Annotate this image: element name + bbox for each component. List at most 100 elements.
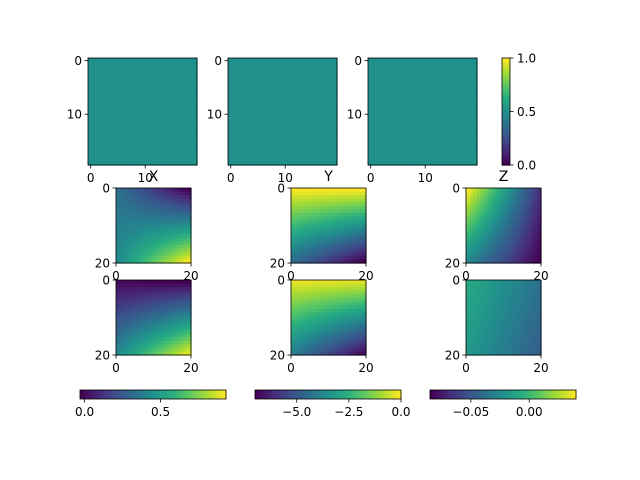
heatmap-cell: [355, 216, 360, 221]
heatmap-cell: [351, 255, 356, 261]
heatmap-cell: [466, 283, 471, 288]
heatmap-cell: [516, 301, 521, 306]
heatmap-cell: [480, 326, 485, 331]
heatmap-cell: [451, 98, 457, 105]
heatmap-cell: [326, 294, 331, 299]
heatmap-cell: [264, 144, 271, 151]
heatmap-cell: [253, 134, 260, 141]
heatmap-cell: [144, 330, 149, 335]
heatmap-cell: [285, 129, 291, 136]
colorbar-segment: [537, 390, 541, 399]
heatmap-cell: [435, 83, 442, 90]
heatmap-cell: [480, 312, 485, 317]
heatmap-cell: [312, 340, 317, 345]
heatmap-cell: [173, 322, 178, 328]
heatmap-cell: [108, 144, 115, 151]
heatmap-cell: [137, 301, 142, 306]
heatmap-cell: [516, 315, 521, 320]
heatmap-cell: [116, 344, 121, 349]
heatmap-cell: [124, 88, 131, 95]
heatmap-cell: [505, 245, 510, 250]
heatmap-cell: [337, 195, 342, 200]
heatmap-cell: [187, 340, 192, 345]
heatmap-cell: [126, 290, 131, 295]
heatmap-cell: [388, 63, 395, 69]
heatmap-cell: [512, 333, 517, 338]
heatmap-cell: [133, 308, 139, 313]
heatmap-cell: [173, 301, 178, 306]
heatmap-cell: [295, 68, 302, 74]
heatmap-cell: [108, 129, 115, 136]
heatmap-cell: [476, 255, 481, 261]
heatmap-cell: [264, 108, 271, 115]
heatmap-cell: [530, 344, 535, 349]
colorbar-segment: [271, 390, 274, 399]
heatmap-cell: [393, 114, 400, 120]
heatmap-cell: [139, 144, 146, 151]
heatmap-cell: [137, 330, 142, 335]
heatmap-cell: [498, 220, 503, 225]
heatmap-cell: [323, 337, 328, 342]
heatmap-cell: [186, 108, 193, 115]
heatmap-cell: [180, 259, 185, 264]
heatmap-cell: [487, 287, 492, 292]
heatmap-cell: [169, 326, 174, 331]
heatmap-cell: [187, 312, 192, 317]
heatmap-cell: [461, 78, 468, 85]
heatmap-cell: [290, 73, 297, 79]
heatmap-cell: [388, 124, 395, 130]
heatmap-cell: [308, 227, 314, 232]
heatmap-cell: [171, 78, 177, 85]
heatmap-cell: [344, 347, 349, 353]
heatmap-cell: [137, 220, 142, 225]
heatmap-cell: [321, 124, 328, 130]
heatmap-cell: [501, 198, 506, 203]
heatmap-cell: [326, 308, 331, 313]
heatmap-cell: [173, 220, 178, 225]
heatmap-cell: [435, 88, 442, 95]
heatmap-cell: [294, 333, 299, 338]
heatmap-cell: [144, 340, 149, 345]
heatmap-cell: [290, 154, 297, 161]
heatmap-cell: [305, 308, 310, 313]
heatmap-cell: [151, 230, 156, 236]
heatmap-cell: [326, 216, 331, 221]
heatmap-cell: [501, 322, 506, 328]
heatmap-cell: [409, 134, 416, 141]
heatmap-cell: [119, 294, 124, 299]
heatmap-cell: [319, 255, 324, 261]
heatmap-cell: [330, 294, 335, 299]
heatmap-cell: [145, 68, 151, 74]
heatmap-cell: [445, 144, 452, 151]
colorbar-segment: [559, 390, 562, 399]
heatmap-cell: [341, 191, 346, 196]
heatmap-cell: [181, 108, 188, 115]
heatmap-cell: [480, 322, 485, 328]
heatmap-cell: [348, 351, 353, 356]
heatmap-cell: [333, 347, 339, 353]
heatmap-cell: [362, 344, 367, 349]
heatmap-cell: [494, 209, 499, 214]
heatmap-cell: [512, 280, 517, 285]
heatmap-cell: [491, 319, 496, 324]
heatmap-cell: [425, 124, 431, 130]
heatmap-cell: [498, 245, 503, 250]
heatmap-cell: [301, 198, 306, 203]
heatmap-cell: [326, 340, 331, 345]
heatmap-cell: [358, 315, 364, 320]
heatmap-cell: [295, 83, 302, 90]
heatmap-cell: [480, 297, 485, 303]
heatmap-cell: [305, 98, 312, 105]
heatmap-cell: [483, 315, 489, 320]
heatmap-cell: [505, 347, 510, 353]
heatmap-cell: [362, 188, 367, 193]
heatmap-cell: [494, 234, 499, 239]
heatmap-cell: [141, 209, 146, 214]
heatmap-cell: [123, 223, 128, 228]
colorbar-segment: [138, 390, 141, 399]
heatmap-cell: [259, 129, 265, 136]
colorbar-segment: [502, 151, 510, 154]
heatmap-cell: [483, 280, 489, 285]
heatmap-cell: [187, 319, 192, 324]
heatmap-cell: [253, 154, 260, 161]
